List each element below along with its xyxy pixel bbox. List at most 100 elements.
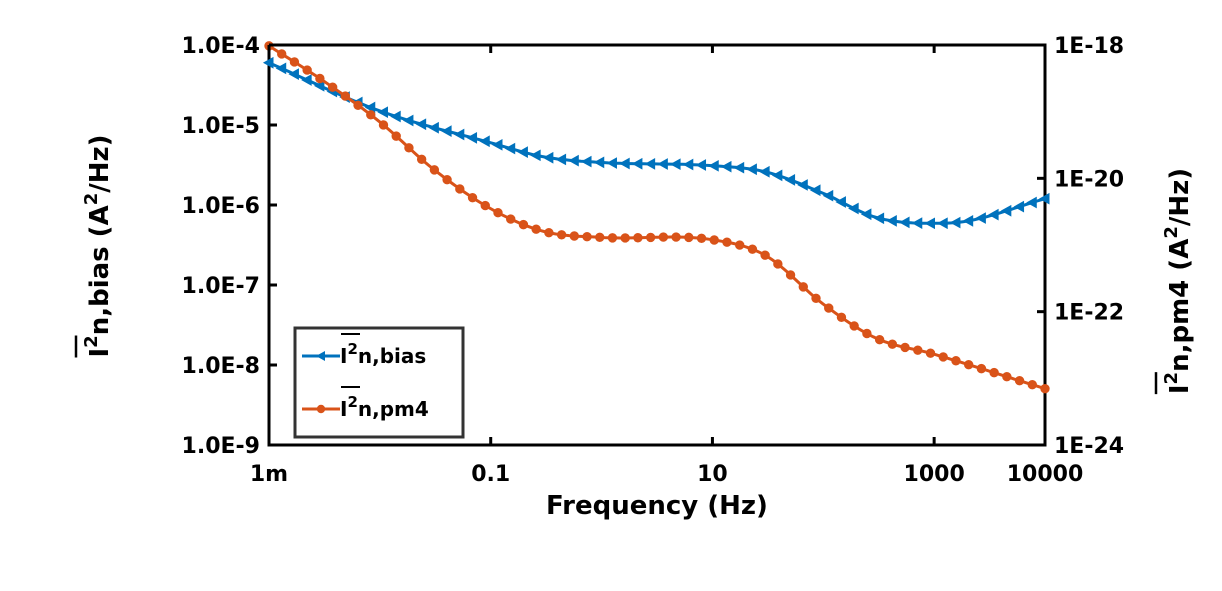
right-y-axis-title: I2n,pm4 (A2/Hz) [1154,168,1195,395]
data-point-marker [733,161,745,174]
data-point-marker [734,240,745,250]
title-rest: n,pm4 (A [1165,239,1195,372]
data-point-marker [874,335,885,345]
right-y-axis-ticks: 1E-18 1E-20 1E-22 1E-24 [1037,34,1124,459]
data-point-marker [771,169,783,182]
title-unit-sup: 2 [81,193,102,206]
data-point-marker [784,174,796,186]
data-point-marker [798,282,808,292]
data-point-marker [429,165,440,175]
title-base: I [1165,384,1195,394]
data-point-marker [455,184,465,194]
data-point-marker [988,208,999,221]
data-point-marker [378,120,389,130]
data-point-marker [657,158,668,170]
data-point-marker [631,157,643,170]
data-point-marker [759,165,770,178]
data-point-marker [506,214,516,224]
data-point-marker [544,227,554,238]
data-point-marker [581,155,592,168]
axis-title-text: I2n,bias (A2/Hz) [81,134,115,357]
data-point-marker [682,158,694,171]
data-point-marker [607,233,618,243]
right-y-tick-label: 1E-22 [1054,301,1124,326]
data-point-marker [327,82,338,92]
data-point-marker [1038,192,1050,205]
data-point-marker [1000,204,1012,217]
data-point-marker [467,192,478,203]
legend-box [293,326,465,439]
data-point-marker [518,219,529,230]
legend-name: n,pm4 [358,397,429,421]
data-point-marker [313,79,325,92]
data-point-marker [886,215,897,227]
data-point-marker [428,121,439,134]
data-point-marker [289,57,300,67]
left-y-tick-label: 1.0E-9 [182,434,260,459]
plot-frame [267,43,1047,447]
series-n-bias [262,56,1050,230]
data-point-marker [453,128,465,141]
data-point-marker [848,202,859,215]
data-point-marker [963,359,974,370]
data-point-marker [366,110,376,120]
data-point-marker [684,232,694,243]
data-point-marker [491,138,503,151]
x-tick-label: 1000 [904,462,965,487]
x-tick-label: 10 [697,462,728,487]
data-point-marker [466,131,478,144]
legend-sup: 2 [347,340,357,358]
x-axis-title: Frequency (Hz) [546,491,768,521]
data-point-marker [542,151,554,164]
data-point-marker [951,356,961,366]
left-y-axis-title: I2n,bias (A2/Hz) [74,134,115,358]
data-point-marker [644,158,656,170]
data-point-marker [606,157,617,169]
data-point-marker [301,74,312,86]
data-point-marker [658,232,669,242]
left-y-axis-ticks: 1.0E-4 1.0E-5 1.0E-6 1.0E-7 1.0E-8 1.0E-9 [182,34,277,459]
data-point-marker [708,159,719,172]
data-point-marker [479,135,490,148]
data-point-marker [860,208,872,221]
legend-label: I2n,bias [340,340,426,368]
legend-marker [316,404,326,414]
data-point-marker [899,216,910,229]
data-point-marker [671,232,681,242]
title-rest: n,bias (A [85,205,115,335]
data-point-marker [1027,379,1037,390]
data-point-marker [900,342,910,353]
data-point-marker [760,250,770,260]
data-point-marker [785,270,796,280]
data-point-marker [390,110,401,123]
data-point-marker [1013,200,1025,213]
data-point-marker [1026,196,1037,209]
data-point-marker [746,163,757,176]
data-point-marker [402,114,414,127]
data-point-marker [1014,375,1025,386]
data-point-marker [504,142,516,155]
data-point-marker [887,339,898,349]
data-point-marker [822,189,834,202]
data-point-marker [391,131,401,141]
data-point-marker [530,149,541,162]
left-y-tick-label: 1.0E-5 [182,114,260,139]
right-y-tick-label: 1E-24 [1054,434,1124,459]
data-point-marker [556,230,567,240]
left-y-tick-label: 1.0E-7 [182,274,260,299]
data-point-marker [824,303,834,313]
data-point-marker [720,160,732,173]
legend-entry: I2n,pm4 [302,386,429,421]
legend-label: I2n,pm4 [340,393,429,421]
data-point-marker [595,232,605,242]
left-y-tick-label: 1.0E-6 [182,194,260,219]
data-point-marker [862,328,872,339]
legend-marker [316,351,325,361]
data-point-marker [568,154,579,167]
series-n-pm4 [264,41,1050,394]
right-y-tick-label: 1E-20 [1054,167,1124,192]
data-point-marker [913,345,923,355]
data-point-marker [582,231,592,242]
data-point-marker [925,348,936,358]
data-point-marker [835,196,846,208]
